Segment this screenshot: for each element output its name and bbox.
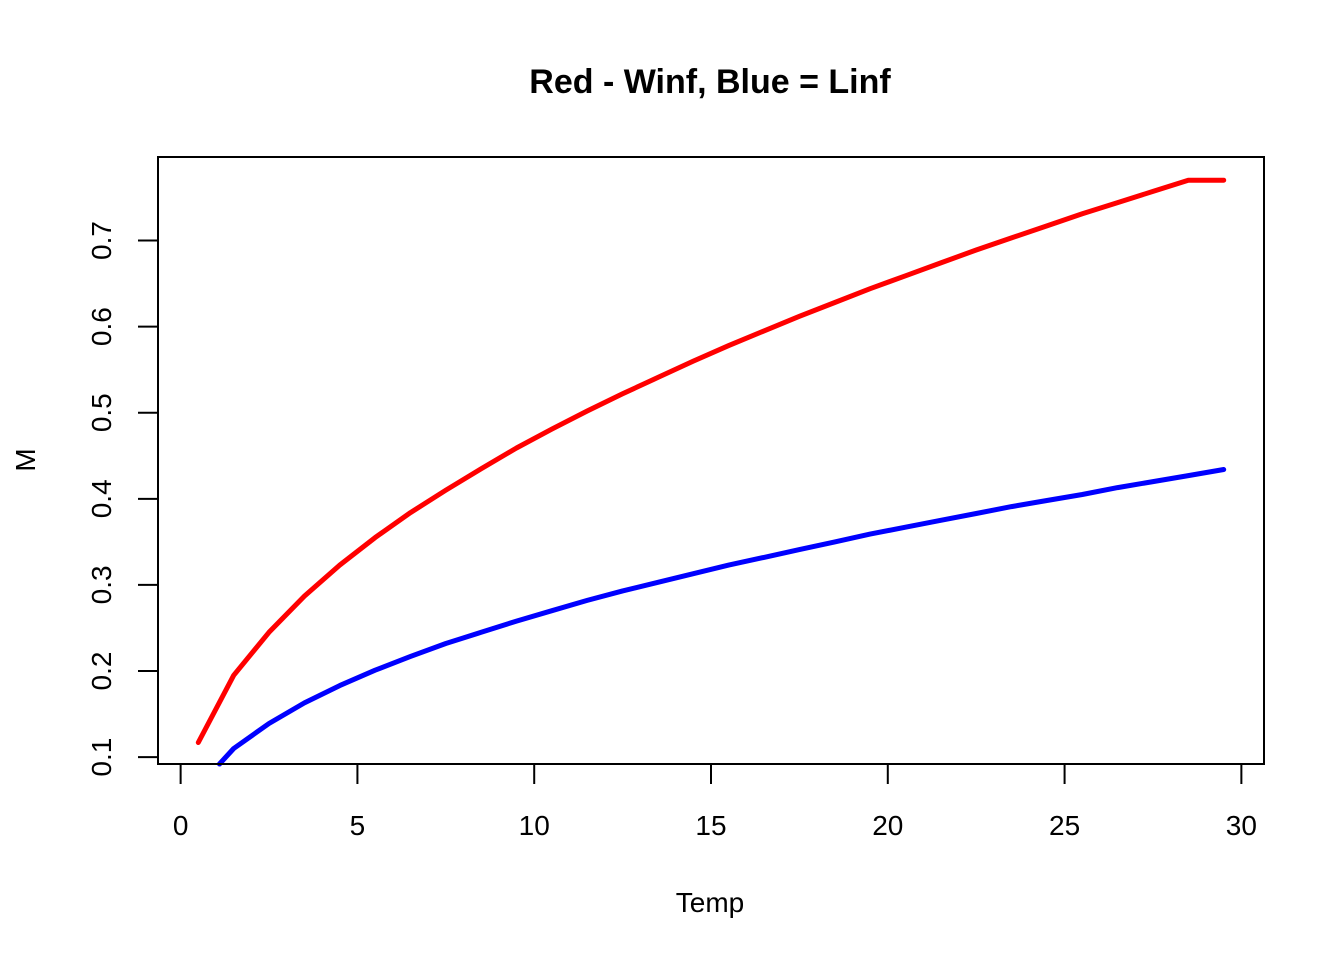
x-tick-label: 0 xyxy=(173,810,189,841)
y-axis: 0.1 0.2 0.3 0.4 0.5 0.6 0.7 xyxy=(86,221,159,777)
x-tick-label: 20 xyxy=(872,810,903,841)
y-tick-label: 0.2 xyxy=(86,652,117,691)
series-lines xyxy=(195,177,1227,767)
x-tick-label: 5 xyxy=(350,810,366,841)
y-tick-label: 0.3 xyxy=(86,565,117,604)
series-line-1 xyxy=(195,177,1227,745)
y-tick-label: 0.1 xyxy=(86,738,117,777)
x-tick-label: 25 xyxy=(1049,810,1080,841)
x-tick-label: 30 xyxy=(1226,810,1257,841)
plot-frame xyxy=(157,156,1265,765)
x-tick-label: 10 xyxy=(519,810,550,841)
series-line-2 xyxy=(217,467,1227,767)
y-tick-label: 0.7 xyxy=(86,221,117,260)
y-axis-label: M xyxy=(10,448,41,471)
y-tick-label: 0.5 xyxy=(86,393,117,432)
x-axis: 0 5 10 15 20 25 30 xyxy=(173,763,1257,841)
y-tick-label: 0.6 xyxy=(86,307,117,346)
chart-title: Red - Winf, Blue = Linf xyxy=(529,63,891,101)
x-axis-label: Temp xyxy=(676,887,744,918)
x-tick-label: 15 xyxy=(695,810,726,841)
y-tick-label: 0.4 xyxy=(86,479,117,518)
